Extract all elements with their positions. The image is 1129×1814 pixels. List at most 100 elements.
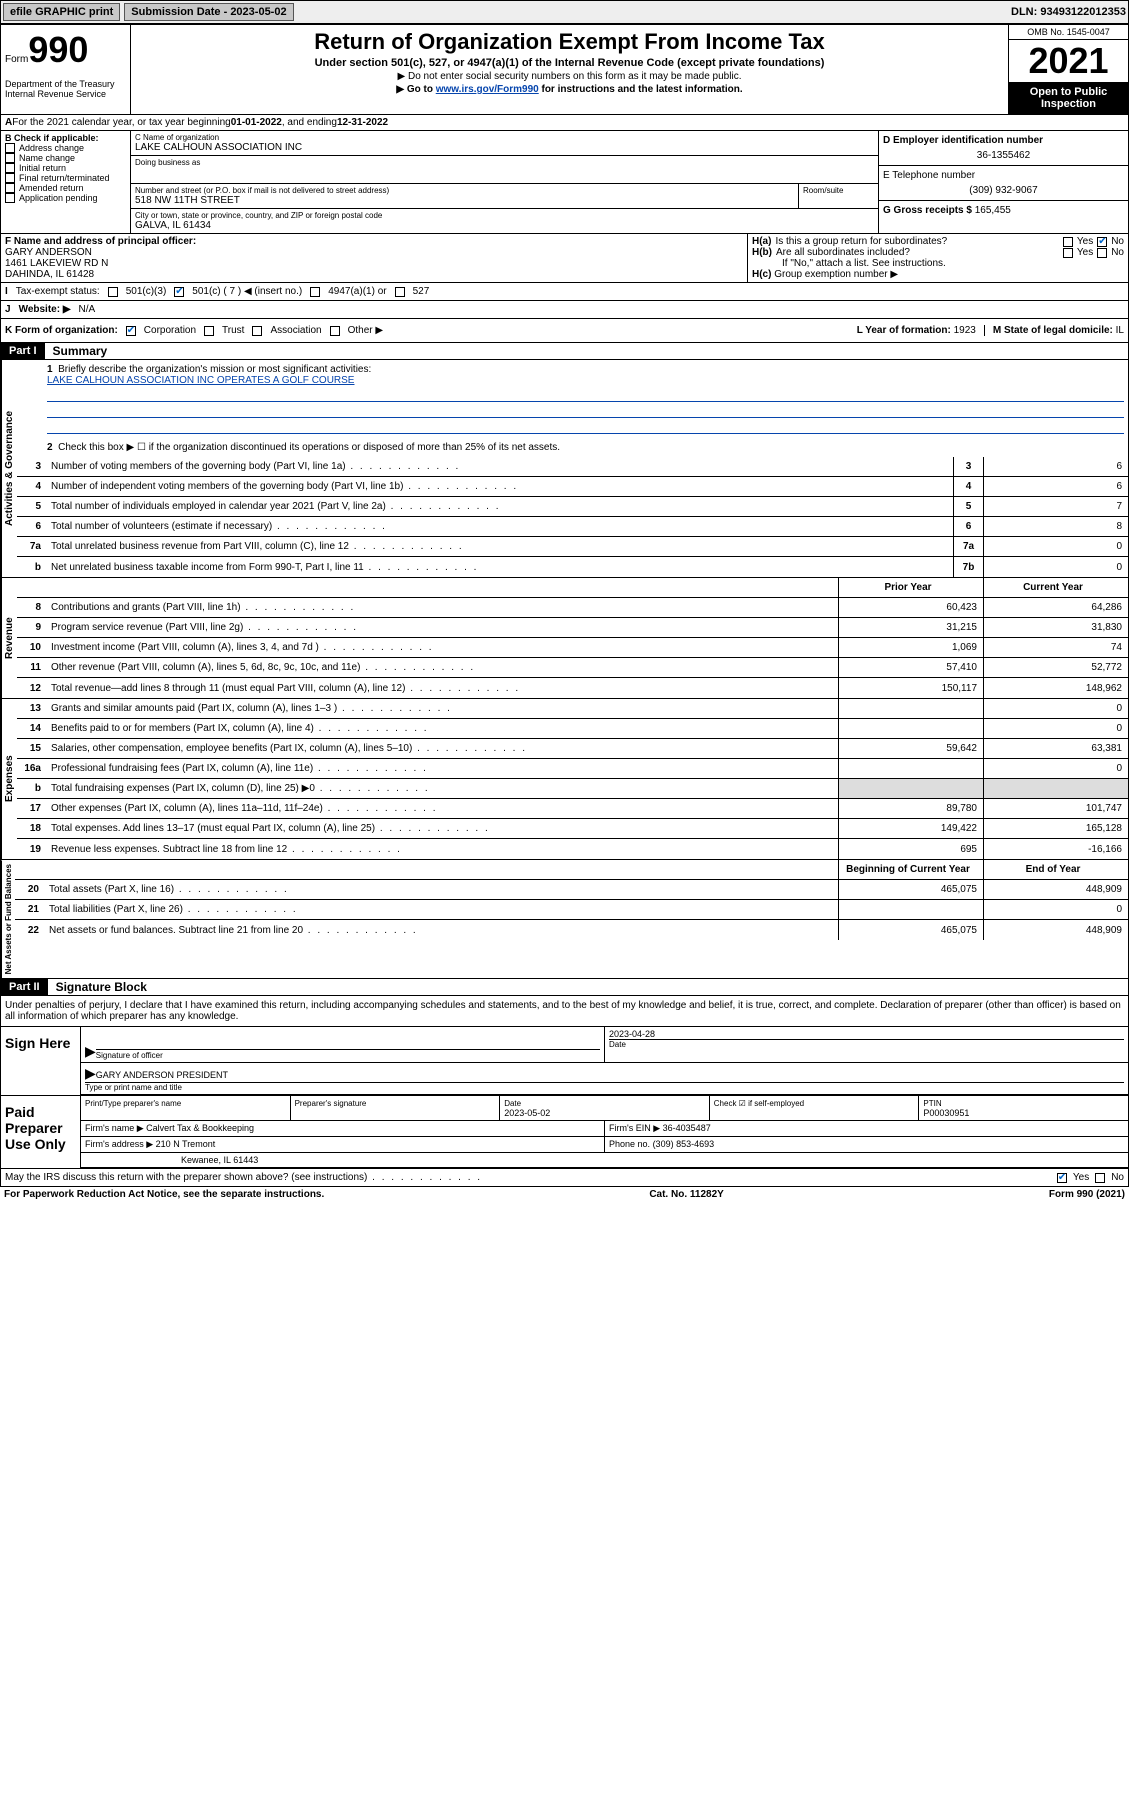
- firm-name: Calvert Tax & Bookkeeping: [146, 1123, 254, 1133]
- discuss-no[interactable]: [1095, 1173, 1105, 1183]
- i-527[interactable]: [395, 287, 405, 297]
- org-city: GALVA, IL 61434: [135, 220, 874, 231]
- deg-col: D Employer identification number 36-1355…: [878, 131, 1128, 233]
- header-left: Form990 Department of the Treasury Inter…: [1, 25, 131, 114]
- e-label: E Telephone number: [883, 170, 1124, 181]
- department: Department of the Treasury Internal Reve…: [5, 79, 126, 99]
- governance-table: Activities & Governance 1 Briefly descri…: [0, 360, 1129, 578]
- fh-row: F Name and address of principal officer:…: [0, 234, 1129, 283]
- check-initial[interactable]: Initial return: [5, 163, 126, 173]
- discuss-row: May the IRS discuss this return with the…: [0, 1169, 1129, 1187]
- sidebar-revenue: Revenue: [1, 578, 17, 698]
- section-f: F Name and address of principal officer:…: [1, 234, 748, 282]
- officer-addr1: 1461 LAKEVIEW RD N: [5, 258, 743, 269]
- form-title: Return of Organization Exempt From Incom…: [135, 29, 1004, 55]
- gov-row: 3Number of voting members of the governi…: [17, 457, 1128, 477]
- discuss-yes[interactable]: [1057, 1173, 1067, 1183]
- rev-header: Prior Year Current Year: [17, 578, 1128, 598]
- expense-table: Expenses 13Grants and similar amounts pa…: [0, 699, 1129, 860]
- check-address[interactable]: Address change: [5, 143, 126, 153]
- k-corp[interactable]: [126, 326, 136, 336]
- data-row: 11Other revenue (Part VIII, column (A), …: [17, 658, 1128, 678]
- data-row: bTotal fundraising expenses (Part IX, co…: [17, 779, 1128, 799]
- submission-date: Submission Date - 2023-05-02: [124, 3, 293, 21]
- gov-row: 7aTotal unrelated business revenue from …: [17, 537, 1128, 557]
- section-h: H(a)Is this a group return for subordina…: [748, 234, 1128, 282]
- data-row: 12Total revenue—add lines 8 through 11 (…: [17, 678, 1128, 698]
- sidebar-net: Net Assets or Fund Balances: [1, 860, 15, 978]
- k-other[interactable]: [330, 326, 340, 336]
- klm-row: K Form of organization: Corporation Trus…: [0, 319, 1129, 343]
- firm-phone: (309) 853-4693: [653, 1139, 715, 1149]
- dln: DLN: 93493122012353: [1011, 6, 1126, 18]
- form-number: 990: [28, 29, 88, 70]
- data-row: 17Other expenses (Part IX, column (A), l…: [17, 799, 1128, 819]
- i-501c[interactable]: [174, 287, 184, 297]
- sign-date: 2023-04-28: [609, 1029, 1124, 1039]
- note-link: ▶ Go to www.irs.gov/Form990 for instruct…: [135, 84, 1004, 95]
- note-ssn: ▶ Do not enter social security numbers o…: [135, 71, 1004, 82]
- period-row: A For the 2021 calendar year, or tax yea…: [0, 115, 1129, 131]
- efile-print-button[interactable]: efile GRAPHIC print: [3, 3, 120, 21]
- tax-year: 2021: [1009, 40, 1128, 82]
- org-address: 518 NW 11TH STREET: [135, 195, 794, 206]
- officer-addr2: DAHINDA, IL 61428: [5, 269, 743, 280]
- penalties-text: Under penalties of perjury, I declare th…: [0, 996, 1129, 1027]
- net-header: Beginning of Current Year End of Year: [15, 860, 1128, 880]
- irs-link[interactable]: www.irs.gov/Form990: [436, 84, 539, 95]
- h-note: If "No," attach a list. See instructions…: [752, 258, 1124, 269]
- data-row: 10Investment income (Part VIII, column (…: [17, 638, 1128, 658]
- officer-name: GARY ANDERSON: [5, 247, 743, 258]
- data-row: 16aProfessional fundraising fees (Part I…: [17, 759, 1128, 779]
- header-center: Return of Organization Exempt From Incom…: [131, 25, 1008, 114]
- sign-here: Sign Here ▶Signature of officer 2023-04-…: [0, 1027, 1129, 1096]
- check-pending[interactable]: Application pending: [5, 193, 126, 203]
- data-row: 9Program service revenue (Part VIII, lin…: [17, 618, 1128, 638]
- form-subtitle: Under section 501(c), 527, or 4947(a)(1)…: [135, 57, 1004, 69]
- section-i: ITax-exempt status: 501(c)(3) 501(c) ( 7…: [0, 283, 1129, 301]
- paid-preparer: Paid Preparer Use Only Print/Type prepar…: [0, 1096, 1129, 1169]
- data-row: 14Benefits paid to or for members (Part …: [17, 719, 1128, 739]
- data-row: 13Grants and similar amounts paid (Part …: [17, 699, 1128, 719]
- d-label: D Employer identification number: [883, 135, 1124, 146]
- k-assoc[interactable]: [252, 326, 262, 336]
- data-row: 19Revenue less expenses. Subtract line 1…: [17, 839, 1128, 859]
- org-name: LAKE CALHOUN ASSOCIATION INC: [135, 142, 874, 153]
- revenue-table: Revenue Prior Year Current Year 8Contrib…: [0, 578, 1129, 699]
- k-trust[interactable]: [204, 326, 214, 336]
- omb-number: OMB No. 1545-0047: [1009, 25, 1128, 40]
- hc-label: Group exemption number ▶: [774, 269, 898, 280]
- year-formation: 1923: [954, 325, 976, 336]
- part2-header: Part II Signature Block: [0, 979, 1129, 996]
- inspection-badge: Open to Public Inspection: [1009, 82, 1128, 114]
- check-name[interactable]: Name change: [5, 153, 126, 163]
- city-label: City or town, state or province, country…: [135, 211, 874, 220]
- period-label-a: A: [5, 117, 12, 128]
- sidebar-expenses: Expenses: [1, 699, 17, 859]
- check-final[interactable]: Final return/terminated: [5, 173, 126, 183]
- room-label: Room/suite: [798, 184, 878, 208]
- g-label: G Gross receipts $: [883, 205, 975, 216]
- gov-row: bNet unrelated business taxable income f…: [17, 557, 1128, 577]
- firm-ein: 36-4035487: [663, 1123, 711, 1133]
- data-row: 22Net assets or fund balances. Subtract …: [15, 920, 1128, 940]
- state-domicile: IL: [1116, 325, 1124, 336]
- period-begin: 01-01-2022: [231, 117, 282, 128]
- data-row: 20Total assets (Part X, line 16) 465,075…: [15, 880, 1128, 900]
- sidebar-governance: Activities & Governance: [1, 360, 17, 577]
- website: N/A: [79, 304, 96, 315]
- period-end: 12-31-2022: [337, 117, 388, 128]
- header-right: OMB No. 1545-0047 2021 Open to Public In…: [1008, 25, 1128, 114]
- ha-no-check[interactable]: [1097, 237, 1107, 247]
- prep-date: 2023-05-02: [504, 1108, 550, 1118]
- i-501c3[interactable]: [108, 287, 118, 297]
- c-name-label: C Name of organization: [135, 133, 874, 142]
- i-4947[interactable]: [310, 287, 320, 297]
- net-table: Net Assets or Fund Balances Beginning of…: [0, 860, 1129, 979]
- phone: (309) 932-9067: [883, 185, 1124, 196]
- check-amended[interactable]: Amended return: [5, 183, 126, 193]
- data-row: 18Total expenses. Add lines 13–17 (must …: [17, 819, 1128, 839]
- topbar: efile GRAPHIC print Submission Date - 20…: [0, 0, 1129, 24]
- dba-label: Doing business as: [135, 158, 874, 167]
- firm-addr: 210 N Tremont: [156, 1139, 216, 1149]
